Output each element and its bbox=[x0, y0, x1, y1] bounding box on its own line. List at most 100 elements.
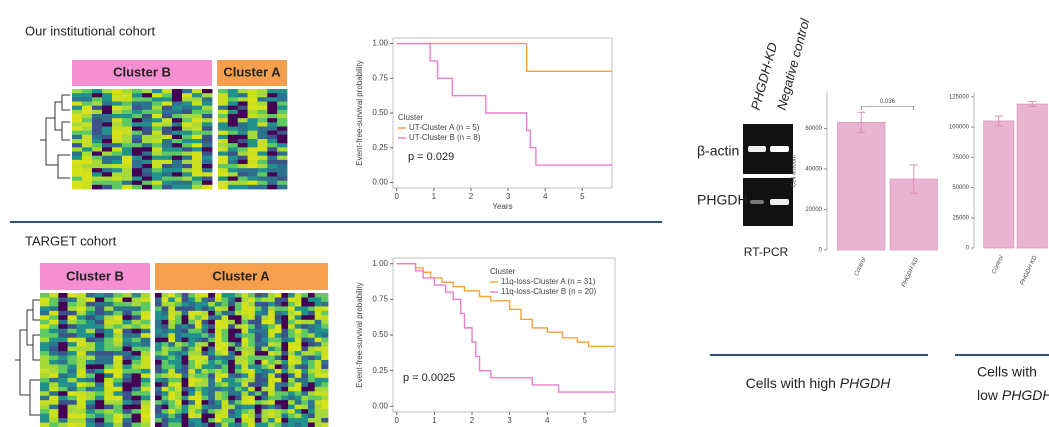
heatmap-cell bbox=[195, 405, 202, 410]
heatmap-cell bbox=[49, 311, 59, 316]
heatmap-cell bbox=[277, 147, 287, 152]
heatmap-cell bbox=[77, 293, 87, 298]
heatmap-cell bbox=[123, 351, 133, 356]
heatmap-cell bbox=[315, 293, 322, 298]
heatmap-cell bbox=[68, 414, 78, 419]
heatmap-cell bbox=[49, 409, 59, 414]
heatmap-cell bbox=[92, 172, 102, 177]
heatmap-cell bbox=[281, 302, 288, 307]
heatmap-cell bbox=[208, 302, 215, 307]
heatmap-cell bbox=[268, 382, 275, 387]
heatmap-cell bbox=[68, 329, 78, 334]
heatmap-cell bbox=[257, 181, 267, 186]
heatmap-cell bbox=[248, 409, 255, 414]
heatmap-cell bbox=[215, 378, 222, 383]
heatmap-cell bbox=[255, 351, 262, 356]
heatmap-cell bbox=[267, 181, 277, 186]
y-tick-label: 0 bbox=[966, 246, 970, 252]
heatmap-cell bbox=[132, 324, 142, 329]
heatmap-cell bbox=[188, 391, 195, 396]
heatmap-cell bbox=[281, 351, 288, 356]
heatmap-cell bbox=[175, 391, 182, 396]
heatmap-cell bbox=[123, 396, 133, 401]
heatmap-cell bbox=[308, 351, 315, 356]
heatmap-cell bbox=[308, 306, 315, 311]
heatmap-cell bbox=[162, 324, 169, 329]
heatmap-cell bbox=[215, 391, 222, 396]
heatmaps bbox=[40, 89, 328, 427]
heatmap-cell bbox=[86, 306, 96, 311]
heatmap-cell bbox=[308, 369, 315, 374]
heatmap-cell bbox=[113, 405, 123, 410]
heatmap-cell bbox=[218, 118, 228, 123]
heatmap-cell bbox=[40, 356, 50, 361]
heatmap-cell bbox=[112, 181, 122, 186]
gel-band bbox=[750, 200, 764, 204]
heatmap-cell bbox=[228, 391, 235, 396]
heatmap-cell bbox=[102, 181, 112, 186]
heatmap-cell bbox=[141, 405, 151, 410]
heatmap-cell bbox=[77, 329, 87, 334]
heatmap-cell bbox=[315, 324, 322, 329]
heatmap-cell bbox=[168, 418, 175, 423]
heatmap-cell bbox=[188, 338, 195, 343]
heatmap-cell bbox=[175, 329, 182, 334]
heatmap-cell bbox=[162, 131, 172, 136]
heatmap-cell bbox=[68, 409, 78, 414]
heatmap-cell bbox=[112, 147, 122, 152]
heatmap-cell bbox=[208, 351, 215, 356]
heatmap-cell bbox=[288, 364, 295, 369]
heatmap-cell bbox=[86, 333, 96, 338]
heatmap-cell bbox=[202, 168, 212, 173]
heatmap-cell bbox=[202, 320, 209, 325]
heatmap-cell bbox=[277, 118, 287, 123]
heatmap-cell bbox=[315, 356, 322, 361]
heatmap-cell bbox=[295, 315, 302, 320]
heatmap-cell bbox=[188, 414, 195, 419]
heatmap-cell bbox=[132, 293, 142, 298]
heatmap-cell bbox=[95, 329, 105, 334]
heatmap-cell bbox=[268, 338, 275, 343]
heatmap-cell bbox=[235, 418, 242, 423]
heatmap-cell bbox=[168, 333, 175, 338]
heatmap-cell bbox=[113, 373, 123, 378]
heatmap-cell bbox=[86, 423, 96, 427]
heatmap-cell bbox=[141, 360, 151, 365]
heatmap-cell bbox=[77, 391, 87, 396]
heatmap-cell bbox=[92, 102, 102, 107]
heatmap-cell bbox=[68, 306, 78, 311]
heatmap-cell bbox=[49, 391, 59, 396]
heatmap-cell bbox=[77, 342, 87, 347]
heatmap-cell bbox=[72, 147, 82, 152]
heatmap-cell bbox=[228, 369, 235, 374]
heatmap-cell bbox=[77, 378, 87, 383]
heatmap-cell bbox=[202, 177, 212, 182]
heatmap-cell bbox=[295, 320, 302, 325]
heatmap-cell bbox=[175, 302, 182, 307]
heatmap-cell bbox=[102, 102, 112, 107]
heatmap-cell bbox=[315, 333, 322, 338]
heatmap-cell bbox=[141, 306, 151, 311]
heatmap-cell bbox=[288, 311, 295, 316]
y-axis-label: Event-free-survival probability bbox=[355, 60, 364, 165]
heatmap-cell bbox=[202, 373, 209, 378]
heatmap-cell bbox=[122, 102, 132, 107]
heatmap-cell bbox=[248, 396, 255, 401]
heatmap-cell bbox=[68, 338, 78, 343]
heatmap-cell bbox=[281, 387, 288, 392]
heatmap-cell bbox=[192, 181, 202, 186]
heatmap-cell bbox=[261, 329, 268, 334]
heatmap-cell bbox=[155, 311, 162, 316]
heatmap-cell bbox=[102, 164, 112, 169]
heatmap-cell bbox=[123, 324, 133, 329]
heatmap-cell bbox=[175, 409, 182, 414]
heatmap-cell bbox=[162, 102, 172, 107]
heatmap-cell bbox=[208, 311, 215, 316]
heatmap-cell bbox=[49, 293, 59, 298]
heatmap-cell bbox=[242, 311, 249, 316]
heatmap-cell bbox=[288, 418, 295, 423]
heatmap-cell bbox=[155, 324, 162, 329]
heatmap-cell bbox=[248, 356, 255, 361]
heatmap-cell bbox=[295, 364, 302, 369]
heatmap-cell bbox=[92, 152, 102, 157]
